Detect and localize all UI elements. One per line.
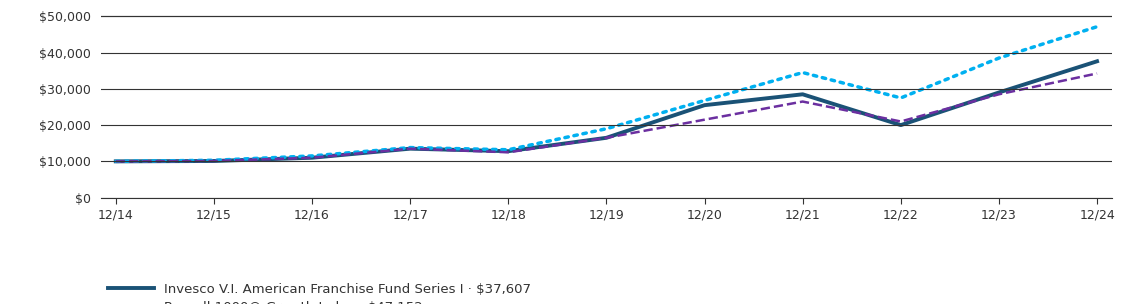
Russell 1000® Growth Index · $47,152	[894, 96, 907, 100]
Invesco V.I. American Franchise Fund Series I · $37,607	[993, 91, 1006, 94]
Invesco V.I. American Franchise Fund Series I · $37,607	[894, 123, 907, 127]
Legend: Invesco V.I. American Franchise Fund Series I · $37,607, Russell 1000® Growth In: Invesco V.I. American Franchise Fund Ser…	[108, 283, 531, 304]
Russell 1000® Growth Index · $47,152	[109, 160, 122, 163]
S&P 500® Index · $34,254	[697, 118, 711, 122]
Russell 1000® Growth Index · $47,152	[993, 56, 1006, 60]
Russell 1000® Growth Index · $47,152	[796, 71, 810, 74]
S&P 500® Index · $34,254	[600, 136, 613, 140]
Invesco V.I. American Franchise Fund Series I · $37,607	[207, 159, 220, 163]
Invesco V.I. American Franchise Fund Series I · $37,607	[305, 156, 319, 160]
S&P 500® Index · $34,254	[403, 147, 417, 150]
S&P 500® Index · $34,254	[109, 160, 122, 163]
Russell 1000® Growth Index · $47,152	[697, 98, 711, 102]
S&P 500® Index · $34,254	[1090, 72, 1104, 75]
Invesco V.I. American Franchise Fund Series I · $37,607	[502, 149, 515, 153]
S&P 500® Index · $34,254	[796, 100, 810, 103]
Invesco V.I. American Franchise Fund Series I · $37,607	[1090, 60, 1104, 63]
S&P 500® Index · $34,254	[207, 159, 220, 163]
Invesco V.I. American Franchise Fund Series I · $37,607	[403, 147, 417, 150]
Line: Russell 1000® Growth Index · $47,152: Russell 1000® Growth Index · $47,152	[116, 27, 1097, 161]
Russell 1000® Growth Index · $47,152	[305, 154, 319, 158]
Russell 1000® Growth Index · $47,152	[1090, 25, 1104, 29]
Invesco V.I. American Franchise Fund Series I · $37,607	[697, 103, 711, 107]
Russell 1000® Growth Index · $47,152	[600, 127, 613, 130]
Invesco V.I. American Franchise Fund Series I · $37,607	[600, 136, 613, 140]
S&P 500® Index · $34,254	[502, 150, 515, 154]
Russell 1000® Growth Index · $47,152	[502, 148, 515, 152]
Invesco V.I. American Franchise Fund Series I · $37,607	[109, 160, 122, 163]
Line: Invesco V.I. American Franchise Fund Series I · $37,607: Invesco V.I. American Franchise Fund Ser…	[116, 61, 1097, 161]
S&P 500® Index · $34,254	[993, 92, 1006, 96]
Russell 1000® Growth Index · $47,152	[207, 158, 220, 162]
S&P 500® Index · $34,254	[305, 156, 319, 160]
Invesco V.I. American Franchise Fund Series I · $37,607	[796, 92, 810, 96]
Russell 1000® Growth Index · $47,152	[403, 146, 417, 149]
Line: S&P 500® Index · $34,254: S&P 500® Index · $34,254	[116, 74, 1097, 161]
S&P 500® Index · $34,254	[894, 120, 907, 123]
